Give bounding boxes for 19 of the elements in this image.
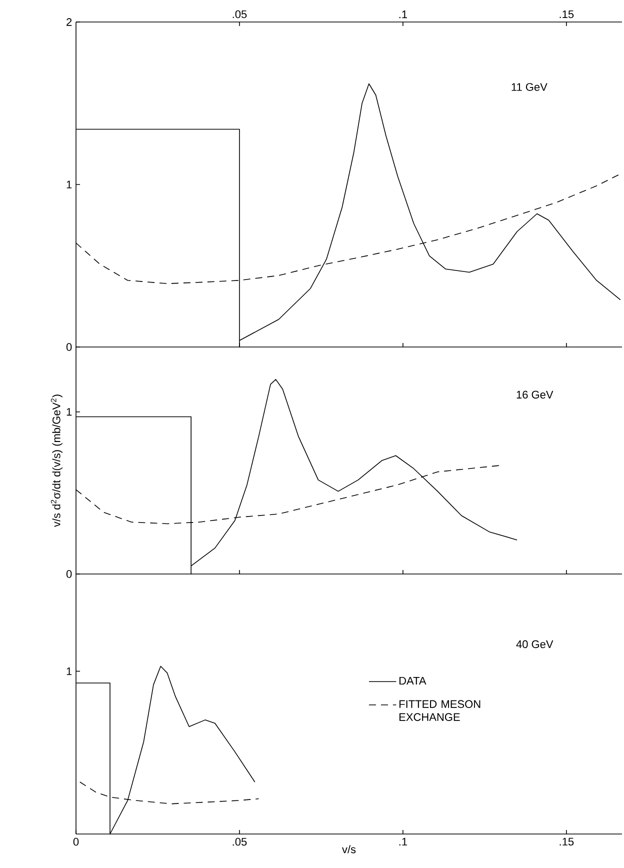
legend-label: FITTED MESON EXCHANGE <box>399 700 480 721</box>
x-axis-title: v/s <box>342 845 356 854</box>
x-tick-label: 0 <box>73 838 79 846</box>
annotation: 11 GeV <box>512 83 548 91</box>
x2-tick-label: .15 <box>560 10 574 18</box>
y-tick-label: 0 <box>66 570 72 578</box>
x-tick-label: .1 <box>399 838 407 846</box>
x2-tick-label: .05 <box>232 10 247 18</box>
y-tick-label: 2 <box>66 18 72 26</box>
x-tick-label: .05 <box>232 838 247 846</box>
legend-label: DATA <box>399 676 426 685</box>
annotation: 16 GeV <box>516 390 554 399</box>
y-axis-title: v/s d$^{2}$σ/dt d(v/s) (mb/GeV$^{2}$) <box>50 394 62 528</box>
x2-tick-label: .1 <box>399 10 407 18</box>
text: 40 GeV <box>516 640 554 648</box>
y-tick-label: 1 <box>66 180 72 188</box>
x-tick-label: .15 <box>560 838 574 846</box>
y-tick-label: 1 <box>66 408 72 416</box>
y-tick-label: 0 <box>66 343 72 351</box>
